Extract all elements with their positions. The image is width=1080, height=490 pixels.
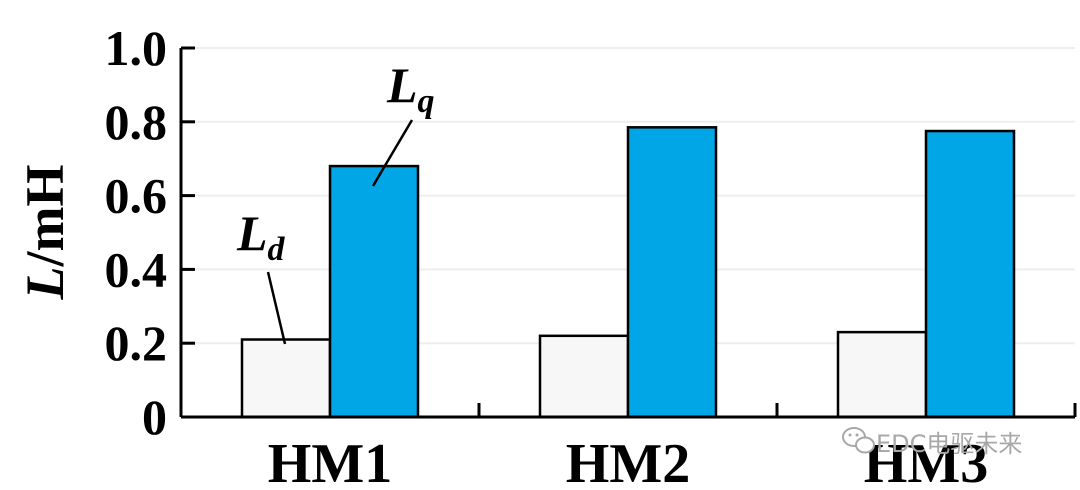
y-tick-label: 0 xyxy=(142,389,167,445)
bar-ld xyxy=(836,330,928,419)
y-tick-label: 1.0 xyxy=(105,20,168,76)
axes xyxy=(179,48,1075,419)
watermark: EDC电驱未来 xyxy=(842,427,1022,458)
series-lq-label-main: L xyxy=(386,57,418,113)
series-ld-label-sub: d xyxy=(268,231,286,268)
series-ld-label: Ld xyxy=(236,205,286,268)
y-tick-label: 0.2 xyxy=(105,315,168,371)
bar-lq xyxy=(924,129,1016,419)
x-ticks: HM1 HM2 HM3 xyxy=(268,403,1077,490)
bar-ld xyxy=(240,338,332,419)
x-tick-label: HM3 xyxy=(864,433,988,490)
x-tick-label: HM2 xyxy=(566,433,690,490)
series-lq-label: Lq xyxy=(386,57,435,120)
y-axis-label-unit: /mH xyxy=(15,165,75,268)
x-tick-label: HM1 xyxy=(268,433,392,490)
series-ld-label-main: L xyxy=(236,205,268,261)
y-ticks: 0 0.2 0.4 0.6 0.8 1.0 xyxy=(105,20,195,445)
y-tick-label: 0.6 xyxy=(105,168,168,224)
bars xyxy=(240,126,1016,419)
y-tick-label: 0.8 xyxy=(105,94,168,150)
watermark-text: EDC电驱未来 xyxy=(876,430,1022,458)
wechat-icon xyxy=(842,427,875,454)
series-lq-label-sub: q xyxy=(418,83,435,120)
bar-lq xyxy=(626,126,718,419)
y-axis-label-symbol: L xyxy=(15,267,75,301)
y-tick-label: 0.4 xyxy=(105,241,168,297)
bar-ld xyxy=(538,334,630,419)
y-axis-label: L/mH xyxy=(15,165,75,301)
series-lq-leader-line xyxy=(371,119,414,187)
series-ld-leader-line xyxy=(266,271,287,345)
bar-lq xyxy=(328,164,420,419)
